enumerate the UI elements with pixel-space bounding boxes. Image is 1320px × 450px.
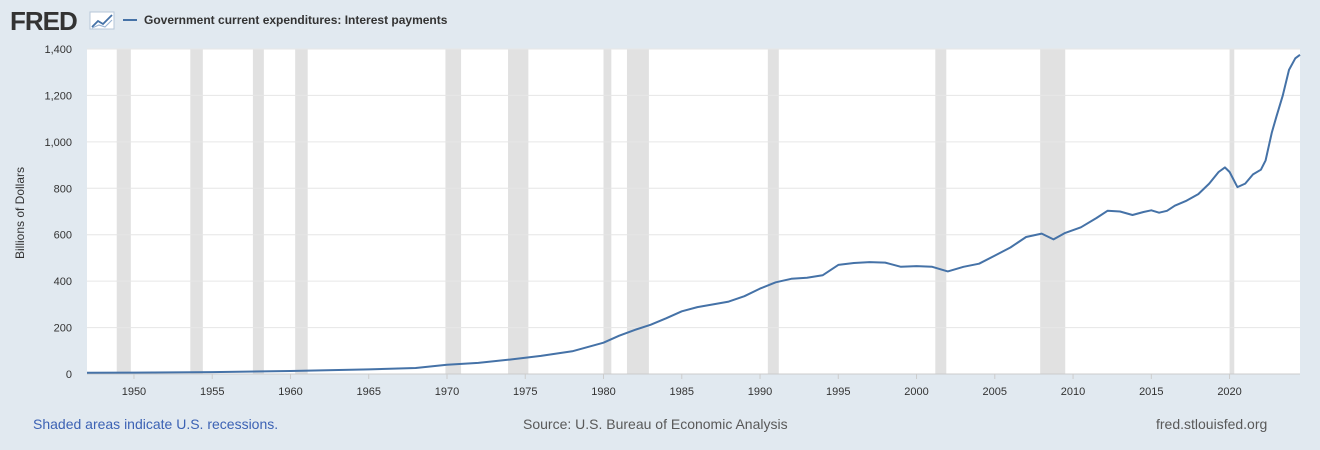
y-axis-label: Billions of Dollars bbox=[13, 167, 27, 259]
x-tick-label-2010: 2010 bbox=[1061, 386, 1085, 398]
y-tick-label-400: 400 bbox=[54, 276, 72, 288]
x-tick-label-2000: 2000 bbox=[904, 386, 928, 398]
recession-band-9 bbox=[935, 49, 947, 374]
recession-band-8 bbox=[767, 49, 779, 374]
fred-logo-text: FRED bbox=[10, 6, 77, 36]
recession-band-4 bbox=[445, 49, 462, 374]
x-tick-label-2020: 2020 bbox=[1217, 386, 1241, 398]
y-axis-ticks: 0 200 400 600 800 1,000 1,200 1,400 bbox=[44, 44, 72, 381]
y-tick-label-600: 600 bbox=[54, 230, 72, 242]
recession-band-3 bbox=[295, 49, 308, 374]
x-tick-label-2015: 2015 bbox=[1139, 386, 1163, 398]
x-tick-label-1950: 1950 bbox=[122, 386, 146, 398]
x-tick-label-1985: 1985 bbox=[670, 386, 694, 398]
recession-band-1 bbox=[190, 49, 203, 374]
y-tick-label-1200: 1,200 bbox=[44, 90, 72, 102]
legend-label: Government current expenditures: Interes… bbox=[144, 13, 448, 27]
recession-band-5 bbox=[508, 49, 529, 374]
x-axis-ticks: 1950 1955 1960 1965 1970 1975 1980 1985 1990 1995… bbox=[87, 373, 1300, 398]
recession-band-11 bbox=[1229, 49, 1235, 374]
x-tick-label-1990: 1990 bbox=[748, 386, 772, 398]
y-tick-label-200: 200 bbox=[54, 323, 72, 335]
recession-band-2 bbox=[252, 49, 264, 374]
x-tick-label-1980: 1980 bbox=[591, 386, 615, 398]
fred-logo[interactable]: FRED bbox=[10, 6, 115, 36]
recession-band-10 bbox=[1040, 49, 1066, 374]
series-line-0[interactable] bbox=[86, 53, 1301, 374]
x-tick-label-1975: 1975 bbox=[513, 386, 537, 398]
x-tick-label-1970: 1970 bbox=[435, 386, 459, 398]
gridlines bbox=[87, 48, 1300, 329]
y-tick-label-1000: 1,000 bbox=[44, 137, 72, 149]
recession-band-0 bbox=[116, 49, 131, 374]
x-tick-label-1960: 1960 bbox=[278, 386, 302, 398]
recession-note-link[interactable]: Shaded areas indicate U.S. recessions. bbox=[33, 416, 279, 432]
recession-band-6 bbox=[603, 49, 612, 374]
y-tick-label-800: 800 bbox=[54, 183, 72, 195]
source-text: Source: U.S. Bureau of Economic Analysis bbox=[523, 416, 788, 432]
y-tick-label-1400: 1,400 bbox=[44, 44, 72, 56]
series-group bbox=[86, 53, 1301, 374]
recession-band-7 bbox=[626, 49, 649, 374]
x-tick-label-1955: 1955 bbox=[200, 386, 224, 398]
x-tick-label-1995: 1995 bbox=[826, 386, 850, 398]
chart-logo-icon bbox=[89, 11, 115, 30]
x-tick-label-1965: 1965 bbox=[356, 386, 380, 398]
y-tick-label-0: 0 bbox=[66, 369, 72, 381]
site-url-text: fred.stlouisfed.org bbox=[1156, 416, 1268, 432]
plot-area bbox=[87, 49, 1300, 374]
recession-shading bbox=[116, 49, 1235, 374]
x-tick-label-2005: 2005 bbox=[983, 386, 1007, 398]
